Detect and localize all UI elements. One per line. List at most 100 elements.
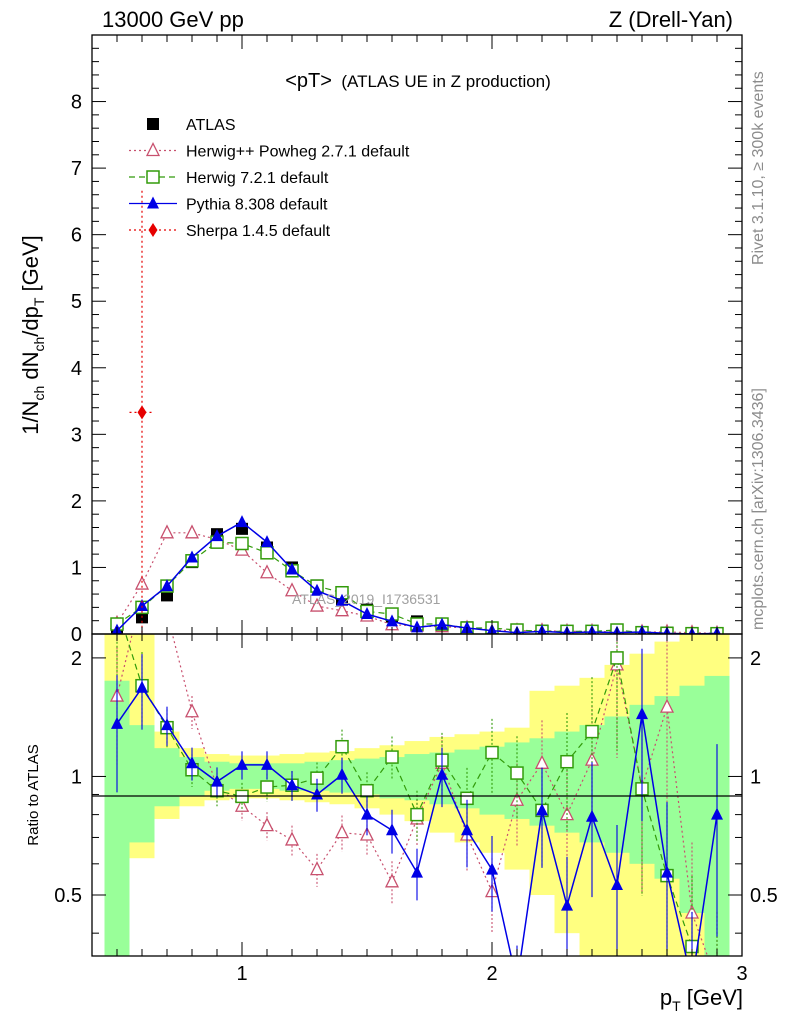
ratio-point — [234, 797, 250, 812]
ratio-point — [261, 757, 273, 770]
plot-title-main: <pT> — [285, 70, 332, 92]
ratio-point — [111, 601, 123, 613]
ratio-y-tick-label-left: 2 — [71, 648, 82, 670]
legend-label: ATLAS — [186, 117, 236, 134]
x-tick-label: 3 — [736, 963, 747, 985]
main-y-tick-labels: 0 1 2 3 4 5 6 7 8 — [71, 92, 82, 646]
data-point — [260, 546, 274, 560]
ratio-point — [284, 831, 300, 846]
ratio-y-tick-labels: 0.5 0.5 1 1 2 2 — [54, 648, 778, 907]
data-point — [137, 405, 147, 420]
data-point — [186, 550, 198, 563]
ratio-point — [286, 778, 298, 791]
series-pythia-8-308-default — [111, 515, 721, 634]
ratio-point — [586, 809, 598, 822]
ratio-y-tick-label-right: 2 — [750, 648, 761, 670]
ratio-point — [360, 783, 374, 798]
ratio-point — [334, 824, 350, 839]
x-tick-label: 1 — [236, 963, 247, 985]
ratio-point — [259, 817, 275, 832]
data-point — [309, 597, 325, 612]
ratio-point — [436, 767, 448, 780]
ratio-y-tick-label-left: 1 — [71, 766, 82, 788]
ratio-point — [260, 780, 274, 794]
rivet-version-label: Rivet 3.1.10, ≥ 300k events — [750, 71, 767, 265]
x-tick-label: 2 — [486, 963, 497, 985]
legend-entry: Herwig++ Powheg 2.7.1 default — [129, 142, 410, 161]
xlabel-part-a: p — [660, 985, 672, 1010]
data-point — [436, 617, 448, 630]
data-point — [411, 620, 423, 633]
watermark-label: ATLAS_2019_I1736531 — [292, 591, 441, 607]
main-y-tick-label: 6 — [71, 225, 82, 247]
plot-title-sub: (ATLAS UE in Z production) — [341, 72, 550, 91]
mcplots-reference-label: mcplots.cern.ch [arXiv:1306.3436] — [750, 388, 767, 630]
data-point — [261, 535, 273, 548]
legend-entry: Pythia 8.308 default — [129, 196, 328, 214]
data-point — [259, 564, 275, 579]
ratio-point — [184, 703, 200, 718]
ratio-series-pythia-8-308-default — [111, 648, 723, 987]
header-left: 13000 GeV pp — [102, 7, 244, 32]
legend-entry: ATLAS — [147, 117, 236, 134]
legend-marker — [145, 142, 161, 157]
ratio-point — [411, 865, 423, 878]
ratio-point — [610, 651, 624, 665]
ylabel-part-f: T — [31, 297, 47, 306]
ratio-point — [361, 807, 373, 820]
main-y-tick-label: 0 — [71, 624, 82, 646]
main-y-tick-label: 3 — [71, 424, 82, 446]
ratio-point — [510, 766, 524, 780]
legend-marker — [147, 118, 159, 130]
main-y-tick-label: 5 — [71, 291, 82, 313]
ratio-point — [536, 803, 548, 816]
data-point — [286, 562, 298, 575]
ratio-point — [485, 745, 499, 760]
ratio-point — [659, 698, 675, 713]
legend-label: Sherpa 1.4.5 default — [186, 223, 331, 240]
main-y-tick-label: 1 — [71, 557, 82, 579]
band-stat-bin — [154, 748, 180, 807]
legend-marker — [146, 170, 160, 184]
legend-label: Herwig 7.2.1 default — [186, 170, 329, 187]
data-point — [386, 614, 398, 627]
ratio-y-axis-label: Ratio to ATLAS — [25, 744, 42, 845]
band-stat-bin — [129, 725, 155, 843]
main-panel-series — [109, 190, 724, 634]
ylabel-part-g: [GeV] — [18, 235, 43, 297]
ratio-point — [186, 756, 198, 769]
main-y-tick-label: 8 — [71, 92, 82, 114]
header-right: Z (Drell-Yan) — [609, 7, 733, 32]
ratio-point — [211, 774, 223, 787]
ratio-point — [611, 878, 623, 891]
data-point — [311, 583, 323, 596]
ratio-point — [585, 724, 599, 739]
ratio-point — [386, 823, 398, 836]
ratio-point — [161, 718, 173, 731]
legend-entry: Herwig 7.2.1 default — [129, 170, 329, 187]
ylabel-part-e: /dp — [18, 306, 43, 337]
main-y-tick-label: 2 — [71, 491, 82, 513]
ratio-point — [385, 750, 399, 764]
x-axis-label: pT [GeV] — [660, 985, 743, 1014]
data-point — [211, 529, 223, 542]
ratio-point — [136, 680, 148, 693]
data-point — [134, 575, 150, 590]
ratio-point — [511, 975, 523, 987]
series-sherpa-1-4-5-default — [129, 190, 155, 634]
ratio-point — [561, 898, 573, 911]
ratio-point — [560, 754, 574, 769]
ratio-point — [336, 767, 348, 780]
legend-label: Herwig++ Powheg 2.7.1 default — [186, 144, 410, 161]
ratio-point — [711, 807, 723, 820]
ratio-point — [111, 716, 123, 729]
legend: ATLAS Herwig++ Powheg 2.7.1 default Herwig… — [129, 117, 410, 240]
ratio-y-tick-label-left: 0.5 — [54, 885, 82, 907]
xlabel-part-c: [GeV] — [681, 985, 743, 1010]
ratio-panel-series — [109, 601, 723, 987]
legend-label: Pythia 8.308 default — [186, 197, 328, 214]
main-y-tick-label: 4 — [71, 358, 82, 380]
legend-marker — [147, 196, 159, 209]
ratio-point — [486, 862, 498, 875]
